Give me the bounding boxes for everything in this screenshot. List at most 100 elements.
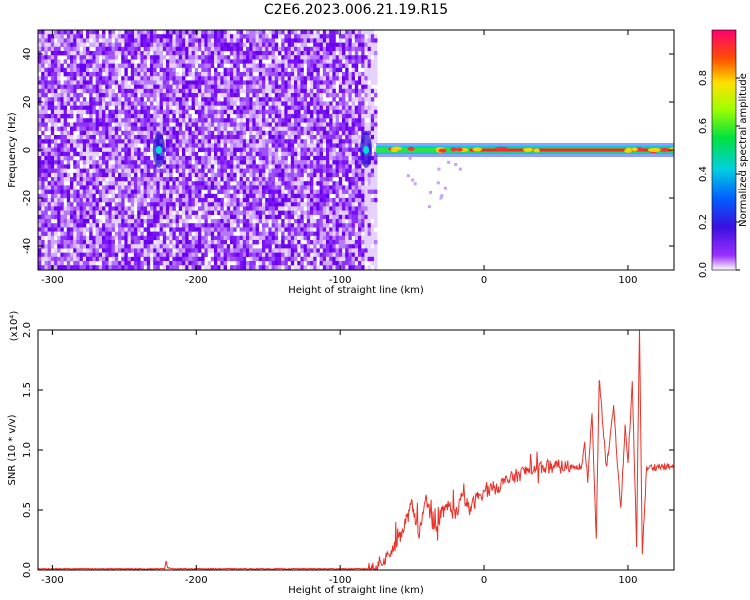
heatmap-cell xyxy=(226,130,231,136)
heatmap-cell xyxy=(268,126,272,131)
heatmap-cell xyxy=(242,105,247,110)
heatmap-cell xyxy=(300,101,304,106)
heatmap-cell xyxy=(89,135,93,140)
heatmap-cell xyxy=(236,248,240,253)
heatmap-cell xyxy=(111,151,115,157)
heatmap-cell xyxy=(127,185,131,190)
heatmap-cell xyxy=(63,164,67,169)
heatmap-cell xyxy=(63,185,67,190)
heatmap-cell xyxy=(172,126,176,131)
heatmap-cell xyxy=(322,256,327,262)
heatmap-cell xyxy=(242,126,247,131)
heatmap-cell xyxy=(322,84,327,89)
heatmap-cell xyxy=(124,101,128,106)
heatmap-cell xyxy=(306,72,311,77)
heatmap-cell xyxy=(207,248,211,253)
heatmap-cell xyxy=(281,164,285,169)
heatmap-cell xyxy=(249,72,253,77)
heatmap-cell xyxy=(153,88,157,94)
heatmap-cell xyxy=(159,109,163,115)
heatmap-cell xyxy=(233,206,237,211)
heatmap-cell xyxy=(255,63,259,68)
heatmap-cell xyxy=(70,181,74,186)
heatmap-cell xyxy=(134,240,138,245)
heatmap-cell xyxy=(198,193,202,199)
heatmap-cell xyxy=(134,151,138,157)
heatmap-cell xyxy=(246,118,250,123)
heatmap-cell xyxy=(105,172,109,178)
heatmap-cell xyxy=(332,84,336,89)
heatmap-cell xyxy=(278,172,282,178)
heatmap-cell xyxy=(255,143,259,148)
heatmap-cell xyxy=(290,235,295,241)
heatmap-cell xyxy=(150,248,154,253)
heatmap-cell xyxy=(332,164,336,169)
heatmap-cell xyxy=(252,227,256,232)
heatmap-cell xyxy=(335,63,339,68)
heatmap-cell xyxy=(54,55,58,60)
heatmap-cell xyxy=(329,172,333,178)
heatmap-cell xyxy=(95,198,99,203)
heatmap-cell xyxy=(79,210,83,215)
heatmap-cell xyxy=(130,189,135,194)
heatmap-cell xyxy=(60,168,64,173)
heatmap-cell xyxy=(313,168,317,173)
heatmap-cell xyxy=(294,122,298,127)
heatmap-cell xyxy=(271,51,275,56)
heatmap-cell xyxy=(102,38,106,43)
heatmap-cell xyxy=(329,156,333,161)
heatmap-cell xyxy=(287,198,291,203)
heatmap-cell xyxy=(54,193,58,199)
heatmap-cell xyxy=(332,198,336,203)
heatmap-cell xyxy=(319,38,323,43)
heatmap-cell xyxy=(44,34,48,39)
heatmap-cell xyxy=(63,210,67,215)
heatmap-cell xyxy=(271,135,275,140)
heatmap-cell xyxy=(287,88,291,94)
heatmap-cell xyxy=(236,189,240,194)
heatmap-cell xyxy=(79,244,83,249)
heatmap-cell xyxy=(41,42,45,47)
heatmap-cell xyxy=(290,143,295,148)
heatmap-cell xyxy=(108,189,112,194)
heatmap-cell xyxy=(143,67,147,73)
heatmap-cell xyxy=(322,219,327,224)
heatmap-cell xyxy=(210,256,215,262)
heatmap-cell xyxy=(175,88,179,94)
heatmap-cell xyxy=(313,42,317,47)
heatmap-cell xyxy=(217,76,221,81)
heatmap-cell xyxy=(159,244,163,249)
heatmap-cell xyxy=(306,231,311,236)
heatmap-cell xyxy=(57,72,61,77)
heatmap-cell xyxy=(188,63,192,68)
heatmap-cell xyxy=(82,130,87,136)
heatmap-cell xyxy=(89,130,93,136)
heatmap-cell xyxy=(345,59,349,64)
heatmap-cell xyxy=(322,240,327,245)
heatmap-cell xyxy=(172,202,176,207)
heatmap-cell xyxy=(146,156,151,161)
heatmap-cell xyxy=(153,63,157,68)
heatmap-cell xyxy=(306,143,311,148)
heatmap-cell xyxy=(98,122,103,127)
heatmap-cell xyxy=(175,109,179,115)
heatmap-cell xyxy=(230,38,234,43)
heatmap-cell xyxy=(41,223,45,228)
heatmap-cell xyxy=(66,210,71,215)
heatmap-cell xyxy=(175,235,179,241)
heatmap-cell xyxy=(306,223,311,228)
heatmap-cell xyxy=(44,122,48,127)
heatmap-cell xyxy=(169,227,173,232)
heatmap-cell xyxy=(319,256,323,262)
heatmap-cell xyxy=(246,46,250,52)
heatmap-cell xyxy=(130,206,135,211)
heatmap-cell xyxy=(50,118,55,123)
heatmap-cell xyxy=(201,206,205,211)
heatmap-cell xyxy=(124,206,128,211)
heatmap-cell xyxy=(201,42,205,47)
heatmap-cell xyxy=(332,34,336,39)
heatmap-cell xyxy=(281,248,285,253)
heatmap-cell xyxy=(57,172,61,178)
heatmap-cell xyxy=(194,198,199,203)
heatmap-cell xyxy=(95,101,99,106)
